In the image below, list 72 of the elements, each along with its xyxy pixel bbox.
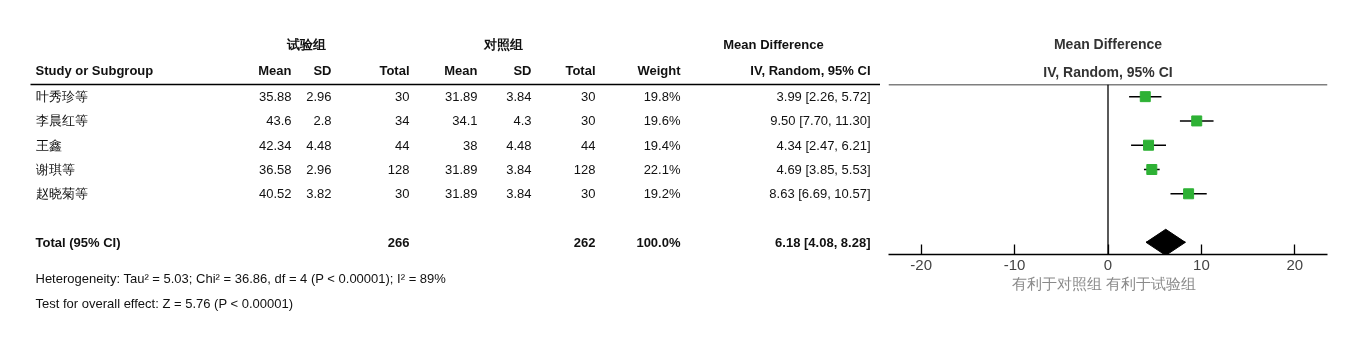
- text: 19.8%: [643, 89, 681, 105]
- text: 30: [581, 186, 596, 202]
- text: 100.0%: [636, 234, 681, 250]
- text: 6.18 [4.08, 8.28]: [775, 234, 871, 250]
- x-tick-label: -10: [1003, 255, 1026, 273]
- text: 3.99 [2.26, 5.72]: [776, 89, 871, 105]
- text: 266: [387, 234, 410, 250]
- text: 4.34 [2.47, 6.21]: [776, 137, 871, 153]
- text: 128: [387, 162, 410, 177]
- category-label: Total: [379, 62, 410, 78]
- category-label: IV, Random, 95% CI: [750, 62, 871, 78]
- text: 31.89: [444, 89, 478, 105]
- text: 2.96: [306, 162, 332, 177]
- text: 19.2%: [643, 186, 681, 202]
- text: 30: [581, 113, 596, 129]
- text: 4.48: [306, 137, 332, 153]
- text: 31.89: [444, 186, 478, 202]
- text: 30: [395, 89, 410, 105]
- text: Mean Difference: [723, 36, 824, 52]
- text: 44: [395, 137, 410, 153]
- text: 19.4%: [643, 137, 681, 153]
- text: 3.84: [506, 162, 532, 177]
- text: 36.58: [258, 162, 292, 177]
- category-label: SD: [513, 62, 532, 78]
- text: 30: [395, 186, 410, 202]
- text: Study or Subgroup: [35, 62, 154, 78]
- text: 3.82: [306, 186, 332, 202]
- category-label: 叶秀珍等: [35, 89, 88, 105]
- text: Test for overall effect: Z = 5.76 (P < 0.00001): [35, 296, 293, 312]
- category-label: Weight: [637, 62, 682, 78]
- text: 34: [395, 113, 410, 129]
- text: 对照组: [483, 36, 523, 52]
- category-label: 王鑫: [35, 137, 62, 153]
- text: 试验组: [286, 36, 326, 52]
- text: 22.1%: [643, 162, 681, 177]
- category-label: Total: [565, 62, 596, 78]
- x-tick-label: 10: [1193, 255, 1210, 273]
- category-label: 李晨红等: [35, 113, 88, 129]
- text: 128: [573, 162, 596, 177]
- category-label: 赵晓菊等: [35, 186, 88, 202]
- text: 30: [581, 89, 596, 105]
- chart-title: Mean Difference: [1053, 35, 1163, 52]
- text: 4.48: [506, 137, 532, 153]
- text: 34.1: [452, 113, 478, 129]
- text: 3.84: [506, 186, 532, 202]
- x-axis-title: 有利于对照组 有利于试验组: [1011, 274, 1196, 292]
- text: 42.34: [258, 137, 292, 153]
- text: 4.69 [3.85, 5.53]: [776, 162, 871, 177]
- text: 262: [573, 234, 596, 250]
- text: 40.52: [258, 186, 292, 202]
- text: 19.6%: [643, 113, 681, 129]
- x-tick-label: -20: [910, 255, 933, 273]
- x-tick-label: 20: [1286, 255, 1304, 273]
- text: Heterogeneity: Tau² = 5.03; Chi² = 36.86, df = 4 (P < 0.00001); I² = 89%: [35, 271, 447, 287]
- text: 4.3: [513, 113, 532, 129]
- text: 8.63 [6.69, 10.57]: [769, 186, 871, 202]
- category-label: Mean: [444, 62, 478, 78]
- text: 35.88: [258, 89, 292, 105]
- text: 43.6: [266, 113, 292, 129]
- text: 2.96: [306, 89, 332, 105]
- category-label: Mean: [258, 62, 292, 78]
- category-label: SD: [313, 62, 332, 78]
- text: 9.50 [7.70, 11.30]: [770, 113, 871, 129]
- text: 38: [463, 137, 478, 153]
- text: 3.84: [506, 89, 532, 105]
- chart-subtitle: IV, Random, 95% CI: [1043, 63, 1173, 80]
- x-tick-label: 0: [1103, 255, 1113, 273]
- text: 31.89: [444, 162, 478, 177]
- category-label: Total (95% CI): [35, 234, 121, 250]
- text: 44: [581, 137, 596, 153]
- text: 2.8: [313, 113, 332, 129]
- category-label: 谢琪等: [35, 162, 75, 177]
